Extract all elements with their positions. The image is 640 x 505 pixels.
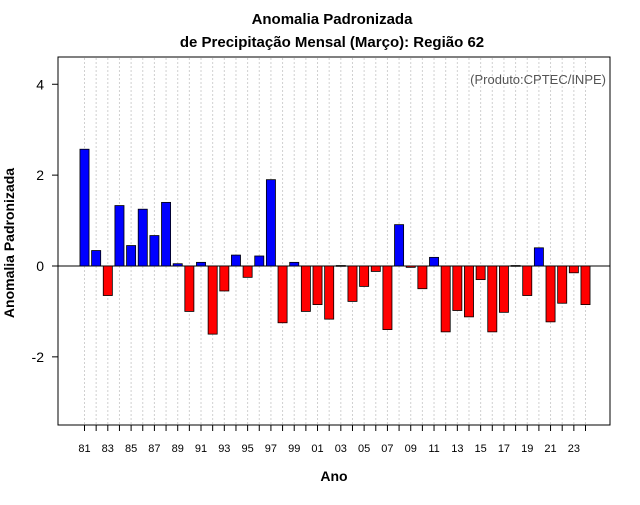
bars	[79, 148, 591, 335]
bar-1997	[265, 179, 276, 267]
y-tick-label: 0	[36, 258, 44, 274]
bar-2020	[533, 247, 544, 267]
x-axis: 81 83 85 87 89 91 93 95 97 99 01 03 05 07 09 11 13 15 17 19…	[78, 425, 586, 455]
bar-2010	[417, 265, 428, 290]
bar-1999	[289, 261, 300, 267]
bar-2001	[312, 265, 323, 306]
x-tick-label: 95	[241, 443, 253, 455]
bar-1987	[149, 235, 160, 267]
plot-frame	[57, 56, 611, 426]
x-tick-label: 85	[125, 443, 137, 455]
x-tick-label: 03	[335, 443, 347, 455]
x-tick-label: 17	[498, 443, 510, 455]
bar-2003	[335, 265, 346, 267]
bar-2004	[347, 265, 358, 302]
bar-1986	[137, 208, 148, 267]
x-tick-label: 13	[451, 443, 463, 455]
bar-1992	[207, 265, 218, 335]
bar-2012	[440, 265, 451, 333]
bar-1990	[184, 265, 195, 312]
bar-2005	[359, 265, 370, 287]
bar-2017	[498, 265, 509, 313]
x-tick-label: 07	[381, 443, 393, 455]
bar-2023	[568, 265, 579, 274]
bar-1983	[102, 265, 113, 296]
bar-1993	[219, 265, 230, 292]
bar-1995	[242, 265, 253, 278]
bar-2021	[545, 265, 556, 323]
bar-1996	[254, 255, 265, 267]
y-axis: -2 0 2 4	[32, 76, 58, 365]
bar-1998	[277, 265, 288, 324]
source-note: (Produto:CPTEC/INPE)	[470, 72, 606, 87]
x-tick-label: 21	[544, 443, 556, 455]
bar-2019	[522, 265, 533, 296]
x-tick-label: 93	[218, 443, 230, 455]
x-tick-label: 81	[78, 443, 90, 455]
chart-title-line2: de Precipitação Mensal (Março): Região 6…	[180, 34, 484, 51]
bar-2007	[382, 265, 393, 330]
chart-title-line1: Anomalia Padronizada	[252, 11, 414, 28]
bar-1989	[172, 263, 183, 267]
bar-1991	[196, 261, 206, 267]
x-tick-label: 19	[521, 443, 533, 455]
x-tick-label: 91	[195, 443, 207, 455]
bar-1994	[231, 254, 241, 267]
bar-2011	[429, 256, 439, 267]
x-tick-label: 97	[265, 443, 277, 455]
x-tick-label: 01	[311, 443, 323, 455]
bar-1988	[161, 201, 172, 267]
x-tick-label: 89	[172, 443, 184, 455]
x-tick-label: 87	[148, 443, 160, 455]
y-tick-label: -2	[32, 349, 45, 365]
bar-1984	[114, 205, 125, 267]
bar-1981	[79, 148, 90, 267]
x-tick-label: 15	[475, 443, 487, 455]
bar-2009	[405, 265, 416, 268]
bar-2006	[370, 265, 381, 272]
x-tick-label: 99	[288, 443, 300, 455]
bar-1985	[126, 245, 137, 267]
x-tick-label: 05	[358, 443, 370, 455]
x-axis-label: Ano	[320, 468, 347, 484]
y-tick-label: 4	[36, 76, 44, 92]
bar-2000	[300, 265, 311, 312]
x-tick-label: 23	[568, 443, 580, 455]
y-axis-label: Anomalia Padronizada	[1, 168, 17, 318]
y-tick-label: 2	[36, 167, 44, 183]
x-tick-label: 11	[428, 443, 439, 455]
bar-2024	[580, 265, 591, 306]
bar-2015	[475, 265, 486, 281]
x-tick-label: 09	[405, 443, 417, 455]
bar-2008	[394, 224, 405, 267]
bar-2013	[452, 265, 463, 311]
bar-1982	[91, 250, 102, 267]
bar-2018	[510, 265, 521, 267]
vertical-grid	[84, 58, 586, 424]
bar-2022	[557, 265, 568, 304]
bar-2002	[324, 265, 335, 320]
bar-2016	[487, 265, 498, 333]
x-tick-label: 83	[102, 443, 114, 455]
bar-2014	[464, 265, 474, 318]
